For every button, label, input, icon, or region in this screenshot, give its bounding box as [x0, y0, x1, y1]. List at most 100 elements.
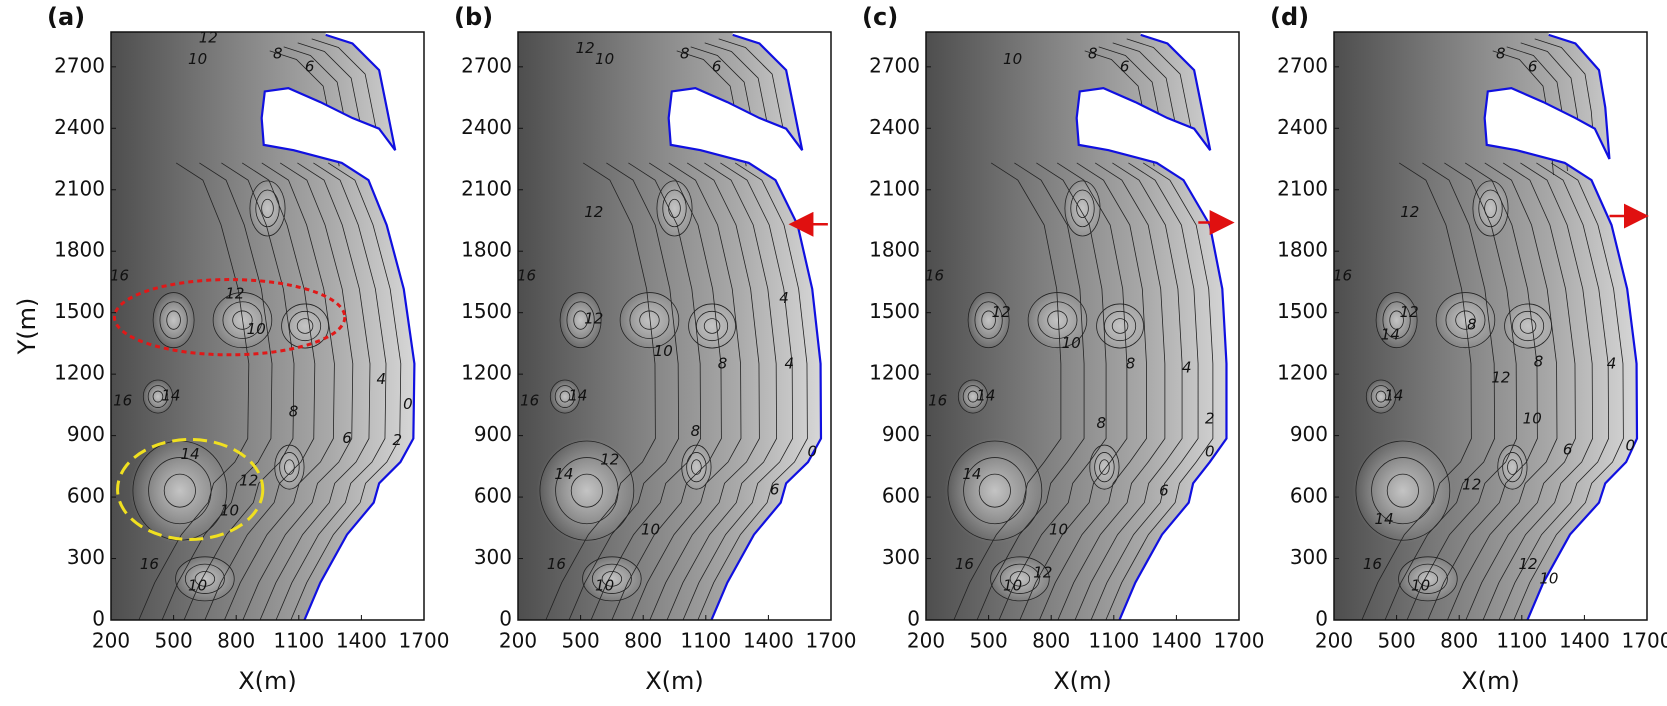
contour-label: 8	[289, 402, 299, 420]
y-tick-label: 2700	[461, 53, 512, 77]
contour-line	[259, 162, 371, 620]
y-tick-label: 900	[1290, 422, 1328, 446]
contour-line	[539, 440, 635, 541]
contour-label: 14	[1375, 510, 1394, 528]
contour-line	[255, 189, 280, 228]
contour-label: 10	[220, 502, 239, 520]
contour-line	[147, 385, 169, 408]
contour-label: 16	[140, 555, 159, 573]
contour-label: 16	[110, 267, 129, 285]
y-tick-label: 600	[67, 484, 105, 508]
x-tick-label: 200	[92, 629, 130, 653]
contour-line	[1465, 162, 1576, 620]
highlight-ellipse	[116, 437, 265, 541]
land	[668, 32, 831, 620]
contour-label: 10	[654, 342, 673, 360]
y-tick-label: 1800	[461, 238, 512, 262]
x-tick-label: 800	[1032, 629, 1070, 653]
y-tick-label: 1800	[869, 238, 920, 262]
x-tick-label: 500	[1378, 629, 1416, 653]
shoal	[1365, 378, 1397, 415]
contour-label: 12	[225, 285, 244, 303]
shoal	[536, 437, 637, 544]
x-tick-label: 800	[624, 629, 662, 653]
shoreline	[1075, 33, 1228, 620]
land	[1076, 32, 1239, 620]
shoal	[966, 290, 1011, 350]
x-tick-label: 500	[155, 629, 193, 653]
contour-line	[222, 301, 263, 339]
contour-line	[549, 379, 581, 414]
contour-label: 14	[1381, 326, 1400, 344]
contour-line	[1455, 310, 1476, 330]
contour-line	[582, 556, 642, 602]
contour-label: 16	[113, 392, 132, 410]
contour-label: 10	[1411, 576, 1430, 594]
contour-line	[183, 162, 295, 620]
x-tick-label: 1700	[1214, 629, 1265, 653]
contour-label: 6	[712, 57, 722, 75]
land	[1484, 32, 1647, 620]
shoal	[1026, 290, 1089, 350]
contour-line	[281, 303, 329, 349]
contour-line	[656, 180, 693, 237]
contour-line	[224, 162, 335, 620]
contour-line	[696, 310, 729, 342]
land	[261, 32, 424, 620]
plot-frame	[925, 31, 1240, 621]
x-tick-label: 1400	[1151, 629, 1202, 653]
panel-label: (b)	[454, 3, 493, 31]
contour-line	[686, 452, 707, 483]
contour-line	[1386, 473, 1419, 508]
contour-line	[1482, 162, 1593, 620]
x-tick-label: 200	[907, 629, 945, 653]
plot-frame	[1333, 31, 1648, 621]
contour-label: 6	[1563, 440, 1573, 458]
contour-line	[1435, 292, 1496, 349]
shoal	[558, 290, 603, 350]
contour-line	[611, 162, 722, 620]
contour-line	[232, 310, 253, 330]
contour-label: 8	[680, 45, 690, 63]
shoal	[580, 555, 644, 603]
contour-line	[990, 556, 1050, 602]
contour-line	[152, 390, 164, 403]
contour-line	[261, 198, 274, 218]
contour-line	[1472, 180, 1509, 237]
contour-line	[1512, 310, 1545, 342]
x-tick-label: 1100	[680, 629, 731, 653]
contour-label: 4	[779, 289, 789, 307]
shoreline	[667, 33, 823, 620]
contour-label: 0	[403, 395, 413, 413]
contour-label: 8	[691, 422, 701, 440]
contour-line	[1126, 38, 1197, 155]
shoal	[248, 179, 287, 238]
highlight-ellipse	[112, 278, 347, 357]
contour-line	[568, 162, 679, 620]
contour-line	[1099, 459, 1110, 475]
shoal	[1471, 179, 1510, 238]
contour-label: 2	[393, 431, 403, 449]
contour-line	[566, 301, 595, 339]
contour-label: 12	[239, 472, 258, 490]
contour-label: 12	[1462, 475, 1481, 493]
contour-line	[718, 38, 789, 155]
contour-line	[590, 162, 701, 620]
y-tick-label: 2400	[54, 115, 105, 139]
y-tick-label: 1500	[54, 299, 105, 323]
x-tick-label: 1400	[743, 629, 794, 653]
contour-line	[1519, 318, 1537, 334]
shoal	[142, 378, 174, 415]
y-tick-label: 2400	[461, 115, 512, 139]
contour-label: 12	[1033, 563, 1052, 581]
contour-line	[691, 459, 702, 475]
x-tick-label: 1700	[806, 629, 857, 653]
y-tick-label: 300	[882, 545, 920, 569]
y-tick-label: 2400	[1277, 115, 1328, 139]
shoal	[1496, 443, 1529, 491]
x-tick-label: 1400	[1559, 629, 1610, 653]
contour-line	[688, 303, 736, 349]
